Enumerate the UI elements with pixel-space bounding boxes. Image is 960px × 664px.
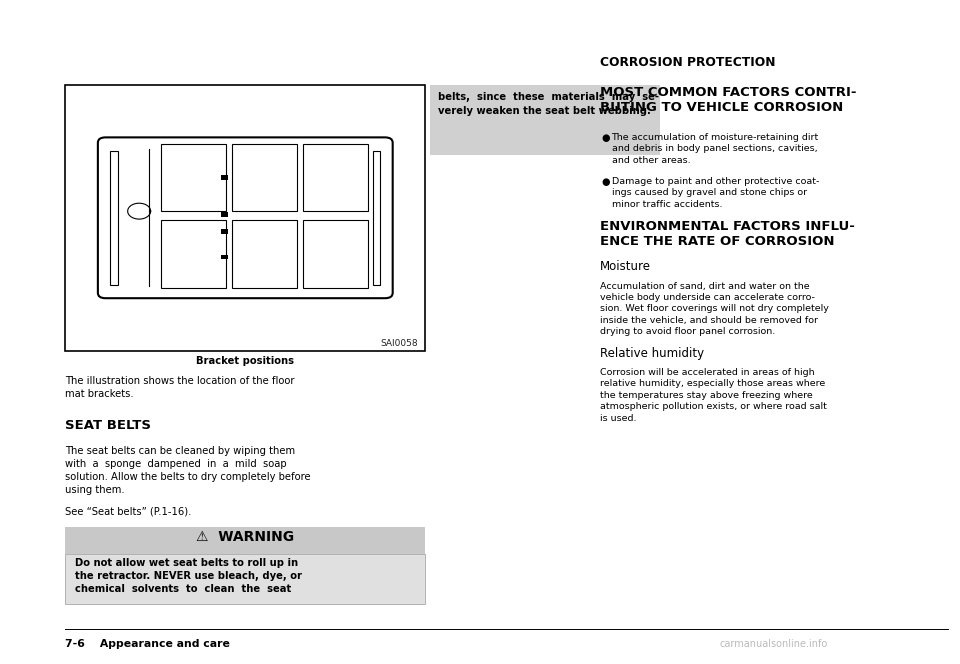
Text: ●: ●: [601, 133, 610, 143]
Bar: [65, 85, 425, 351]
Text: ENVIRONMENTAL FACTORS INFLU-
ENCE THE RATE OF CORROSION: ENVIRONMENTAL FACTORS INFLU- ENCE THE RA…: [600, 220, 854, 248]
Bar: [222, 255, 228, 260]
Text: SAI0058: SAI0058: [380, 339, 418, 348]
Text: Moisture: Moisture: [600, 260, 651, 274]
Bar: [232, 144, 297, 211]
Bar: [302, 220, 368, 288]
Text: ●: ●: [601, 177, 610, 187]
Bar: [232, 220, 297, 288]
Text: MOST COMMON FACTORS CONTRI-
BUTING TO VEHICLE CORROSION: MOST COMMON FACTORS CONTRI- BUTING TO VE…: [600, 86, 856, 114]
Text: CORROSION PROTECTION: CORROSION PROTECTION: [600, 56, 776, 70]
Text: Damage to paint and other protective coat-
ings caused by gravel and stone chips: Damage to paint and other protective coa…: [612, 177, 819, 208]
Text: Bracket positions: Bracket positions: [196, 356, 295, 366]
Bar: [161, 220, 227, 288]
Text: The accumulation of moisture-retaining dirt
and debris in body panel sections, c: The accumulation of moisture-retaining d…: [612, 133, 819, 165]
Text: See “Seat belts” (P.1-16).: See “Seat belts” (P.1-16).: [65, 507, 192, 517]
Text: belts,  since  these  materials  may  se-
verely weaken the seat belt webbing.: belts, since these materials may se- ver…: [438, 92, 659, 116]
Bar: [372, 151, 380, 285]
Text: The illustration shows the location of the floor
mat brackets.: The illustration shows the location of t…: [65, 376, 295, 399]
Bar: [65, 527, 425, 554]
Text: The seat belts can be cleaned by wiping them
with  a  sponge  dampened  in  a  m: The seat belts can be cleaned by wiping …: [65, 446, 311, 495]
Bar: [430, 85, 660, 155]
Text: SEAT BELTS: SEAT BELTS: [65, 419, 152, 432]
Bar: [222, 175, 228, 179]
Bar: [65, 554, 425, 604]
Text: Relative humidity: Relative humidity: [600, 347, 704, 360]
Text: ⚠  WARNING: ⚠ WARNING: [196, 530, 295, 544]
FancyBboxPatch shape: [98, 137, 393, 298]
Text: 7-6    Appearance and care: 7-6 Appearance and care: [65, 639, 230, 649]
Bar: [161, 144, 227, 211]
Bar: [222, 229, 228, 234]
Bar: [302, 144, 368, 211]
Bar: [110, 151, 118, 285]
Text: Corrosion will be accelerated in areas of high
relative humidity, especially tho: Corrosion will be accelerated in areas o…: [600, 368, 827, 423]
Text: carmanualsonline.info: carmanualsonline.info: [720, 639, 828, 649]
Text: Do not allow wet seat belts to roll up in
the retractor. NEVER use bleach, dye, : Do not allow wet seat belts to roll up i…: [75, 558, 301, 594]
Bar: [222, 212, 228, 217]
Text: Accumulation of sand, dirt and water on the
vehicle body underside can accelerat: Accumulation of sand, dirt and water on …: [600, 282, 828, 337]
